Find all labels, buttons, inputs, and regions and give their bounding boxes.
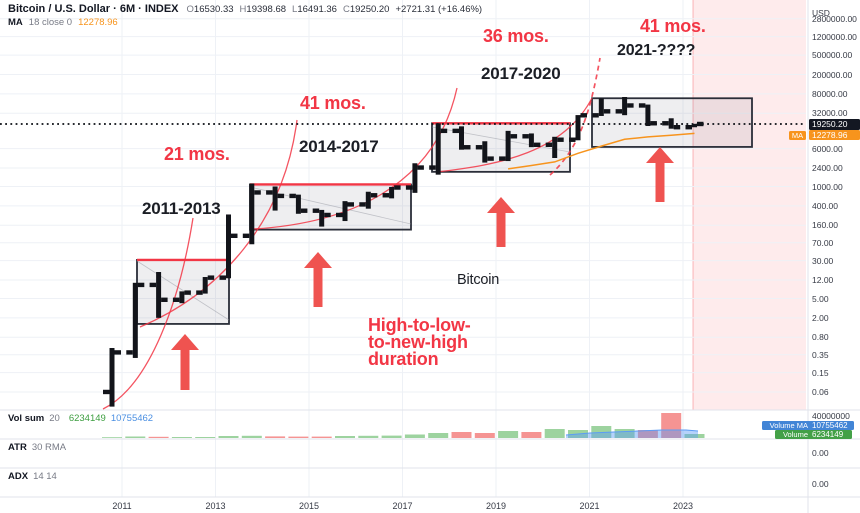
cycle3-duration: 36 mos.: [483, 26, 549, 46]
time-tick: 2021: [579, 501, 600, 511]
ma-legend-params: 18 close 0: [28, 17, 73, 28]
symbol-title[interactable]: Bitcoin / U.S. Dollar · 6M · INDEX: [8, 3, 179, 15]
ma-legend-name: MA: [8, 17, 23, 28]
adx-name: ADX: [8, 471, 29, 482]
price-tick: 2800000.00: [812, 13, 857, 24]
price-tick: 0.35: [812, 349, 829, 360]
time-tick: 2015: [298, 501, 320, 511]
price-tick: 0.80: [812, 332, 829, 343]
time-tick: 2019: [485, 501, 507, 511]
ma-axis-tag: MA: [789, 130, 806, 140]
volsum-legend[interactable]: Vol sum 20 6234149 10755462: [8, 413, 153, 424]
last-price-label: 19250.20: [809, 118, 860, 130]
volume-tag: Volume: [775, 430, 811, 439]
price-tick: 70.00: [812, 237, 834, 248]
price-tick: 1200000.00: [812, 31, 857, 42]
price-tick: 160.00: [812, 220, 838, 231]
cycle3-years: 2017-2020: [481, 64, 561, 83]
price-axis-title: USD: [812, 8, 830, 18]
ohlc-values: O16530.33 H19398.68 L16491.36 C19250.20 +272…: [187, 4, 483, 15]
adx-legend[interactable]: ADX 14 14: [8, 471, 57, 482]
price-tick: 2.00: [812, 312, 829, 323]
ohlc-part: H19398.68: [239, 4, 287, 15]
atr-name: ATR: [8, 442, 27, 453]
price-tick: 2400.00: [812, 163, 843, 173]
price-tick: 30.00: [812, 255, 834, 266]
volume-value: 6234149: [809, 430, 852, 439]
price-tick: 12.00: [812, 275, 834, 285]
cycle2-duration: 41 mos.: [300, 93, 366, 113]
price-tick: 400.00: [812, 200, 838, 211]
symbol-legend[interactable]: Bitcoin / U.S. Dollar · 6M · INDEX O1653…: [8, 3, 482, 15]
volume-ma-value: 10755462: [809, 420, 854, 430]
ma-legend-value: 12278.96: [78, 17, 118, 28]
cycle1-duration: 21 mos.: [164, 144, 230, 164]
atr-params: 30 RMA: [31, 442, 67, 453]
cycle4-years: 2021-????: [617, 42, 696, 59]
cycle1-years: 2011-2013: [142, 199, 221, 218]
ohlc-part: O16530.33: [186, 4, 234, 15]
price-tick: 200000.00: [812, 69, 853, 80]
price-tick: 1000.00: [812, 181, 843, 192]
adx-axis-tick: 0.00: [812, 479, 829, 489]
price-tick: 0.06: [812, 387, 829, 397]
price-tick: 6000.00: [812, 143, 843, 154]
price-tick: 500000.00: [812, 50, 853, 61]
time-tick: 2013: [205, 501, 226, 511]
volume-ma-tag: Volume MA: [762, 420, 811, 430]
time-tick: 2017: [392, 501, 413, 511]
volsum-name: Vol sum: [8, 413, 45, 424]
bitcoin-label: Bitcoin: [457, 272, 500, 288]
change-value: +2721.31 (+16.46%): [395, 4, 483, 15]
volume-axis-tick: 40000000: [812, 411, 850, 421]
ohlc-part: L16491.36: [292, 4, 337, 15]
price-tick: 0.15: [812, 367, 829, 378]
volsum-params: 20: [49, 413, 60, 424]
time-tick: 2011: [112, 501, 132, 511]
ohlc-part: C19250.20: [342, 4, 390, 15]
ma-legend[interactable]: MA 18 close 0 12278.96: [8, 17, 118, 28]
volsum-ma: 10755462: [110, 413, 154, 424]
adx-params: 14 14: [33, 471, 57, 482]
atr-axis-tick: 0.00: [812, 448, 829, 458]
volsum-current: 6234149: [68, 413, 106, 424]
time-tick: 2023: [672, 501, 694, 511]
atr-legend[interactable]: ATR 30 RMA: [8, 442, 66, 453]
price-tick: 80000.00: [812, 88, 848, 99]
cycle4-duration: 41 mos.: [640, 16, 706, 36]
cycle2-years: 2014-2017: [299, 137, 379, 156]
ma-price-label: 12278.96: [809, 130, 860, 140]
duration-note: High-to-low- to-new-high duration: [368, 315, 471, 370]
price-tick: 5.00: [812, 293, 829, 304]
price-tick: 32000.00: [812, 108, 848, 119]
